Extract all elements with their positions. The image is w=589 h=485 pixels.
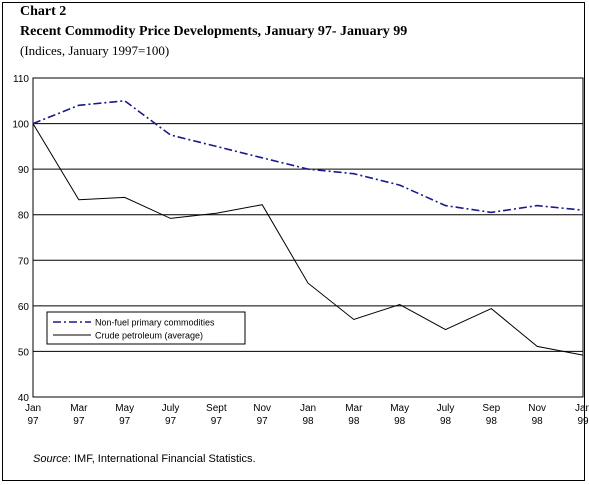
x-tick-label-year: 98 — [486, 416, 498, 427]
x-tick-label-month: Jan — [25, 403, 41, 414]
source-text: : IMF, International Financial Statistic… — [67, 453, 256, 465]
x-tick-label-year: 97 — [257, 416, 269, 427]
x-tick-label-year: 97 — [211, 416, 223, 427]
x-tick-label-month: Mar — [70, 403, 88, 414]
y-tick-label: 60 — [18, 302, 30, 313]
chart-frame — [2, 2, 585, 481]
x-tick-label-year: 98 — [394, 416, 406, 427]
source-note: Source: IMF, International Financial Sta… — [33, 453, 256, 465]
x-tick-label-month: Sept — [206, 403, 227, 414]
y-tick-label: 90 — [18, 165, 30, 176]
chart-subtitle: (Indices, January 1997=100) — [20, 43, 170, 58]
y-tick-label: 40 — [18, 393, 30, 404]
x-tick-label-year: 99 — [577, 416, 589, 427]
x-tick-label-year: 98 — [348, 416, 360, 427]
x-tick-label-year: 97 — [165, 416, 177, 427]
x-tick-label-month: Nov — [253, 403, 271, 414]
x-tick-label-year: 98 — [532, 416, 544, 427]
x-tick-label-year: 97 — [73, 416, 85, 427]
x-tick-label-year: 97 — [27, 416, 39, 427]
plot-area — [32, 77, 584, 398]
y-tick-label: 100 — [12, 120, 29, 131]
series-line-crude-petroleum — [32, 123, 584, 356]
y-tick-label: 50 — [18, 347, 30, 358]
legend-box — [46, 311, 246, 345]
x-tick-label-month: Nov — [528, 403, 546, 414]
chart-title: Recent Commodity Price Developments, Jan… — [20, 24, 408, 39]
x-tick-label-month: May — [115, 403, 134, 414]
y-tick-label: 80 — [18, 211, 30, 222]
x-tick-label-year: 98 — [302, 416, 314, 427]
x-tick-label-year: 97 — [119, 416, 131, 427]
source-label: Source — [33, 453, 68, 465]
x-tick-label-month: July — [437, 403, 455, 414]
legend-label: Non-fuel primary commodities — [95, 318, 215, 328]
x-tick-label-month: May — [390, 403, 409, 414]
x-tick-label-month: Mar — [345, 403, 363, 414]
y-tick-label: 110 — [13, 74, 29, 85]
legend-label: Crude petroleum (average) — [95, 331, 203, 341]
x-tick-label-month: Jan — [300, 403, 316, 414]
x-tick-label-year: 98 — [440, 416, 452, 427]
y-tick-label: 70 — [18, 256, 30, 267]
x-tick-label-month: Sep — [482, 403, 500, 414]
x-tick-label-month: Jan — [575, 403, 589, 414]
chart-number: Chart 2 — [20, 4, 67, 19]
x-tick-label-month: July — [162, 403, 180, 414]
series-line-non-fuel — [32, 99, 584, 214]
